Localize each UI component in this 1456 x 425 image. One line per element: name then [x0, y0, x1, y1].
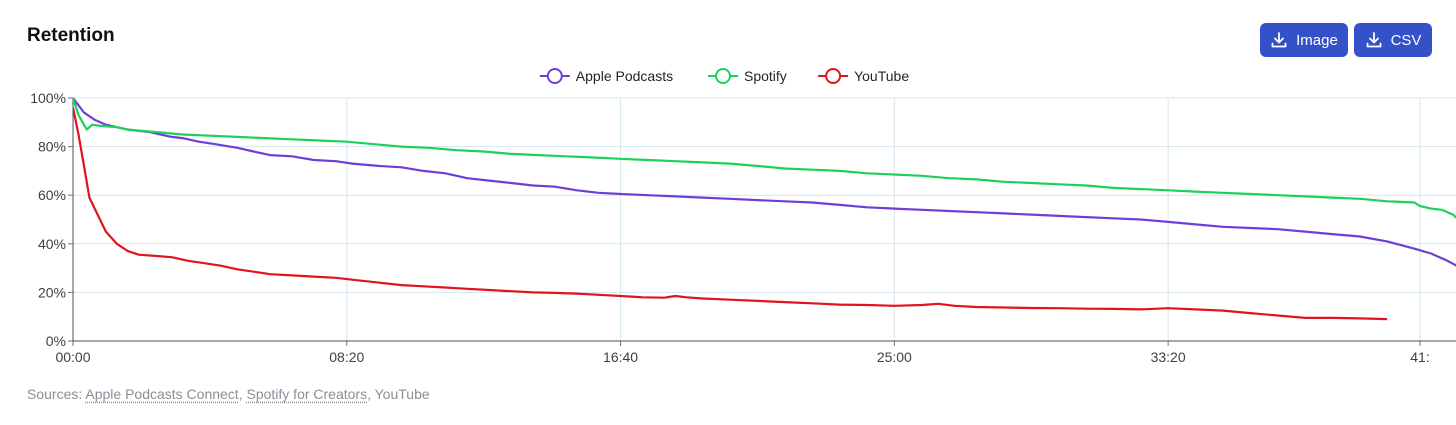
download-icon — [1366, 32, 1381, 48]
download-csv-button[interactable]: CSV — [1354, 23, 1432, 57]
download-csv-label: CSV — [1390, 31, 1422, 49]
y-tick-label: 100% — [30, 90, 66, 106]
source-link-apple[interactable]: Apple Podcasts Connect — [85, 386, 239, 402]
y-tick-label: 40% — [38, 236, 66, 252]
y-tick-label: 60% — [38, 187, 66, 203]
sources-footer: Sources: Apple Podcasts Connect, Spotify… — [27, 386, 430, 402]
x-tick-label: 08:20 — [329, 349, 364, 365]
series-line-youtube — [73, 107, 1388, 321]
legend-label-spotify: Spotify — [744, 68, 787, 84]
x-tick-label: 25:00 — [877, 349, 912, 365]
source-youtube: YouTube — [374, 386, 430, 402]
sources-separator: , — [367, 386, 375, 402]
retention-chart: 0% 20% 40% 60% 80% 100% 00:00 08:20 16:40 25:00 33… — [30, 68, 1456, 365]
legend-marker-spotify — [715, 68, 731, 84]
y-tick-label: 80% — [38, 139, 66, 155]
sources-separator: , — [238, 386, 247, 402]
y-tick-label: 0% — [46, 333, 66, 349]
download-image-label: Image — [1296, 31, 1338, 49]
x-tick-label: 00:00 — [55, 349, 90, 365]
download-icon — [1271, 32, 1287, 48]
sources-prefix: Sources: — [27, 386, 86, 402]
x-tick-label: 33:20 — [1151, 349, 1186, 365]
y-tick-label: 20% — [38, 284, 66, 300]
legend-label-apple-podcasts: Apple Podcasts — [576, 68, 673, 84]
page-title: Retention — [27, 25, 115, 46]
x-tick-label: 16:40 — [603, 349, 638, 365]
series-line-spotify — [73, 97, 1456, 219]
series-line-apple-podcasts — [73, 97, 1456, 267]
download-image-button[interactable]: Image — [1260, 23, 1348, 57]
source-link-spotify[interactable]: Spotify for Creators — [246, 386, 368, 402]
legend-label-youtube: YouTube — [854, 68, 909, 84]
legend-marker-youtube — [825, 68, 842, 84]
x-tick-label: 41: — [1410, 349, 1429, 365]
legend-marker-apple-podcasts — [546, 68, 563, 84]
